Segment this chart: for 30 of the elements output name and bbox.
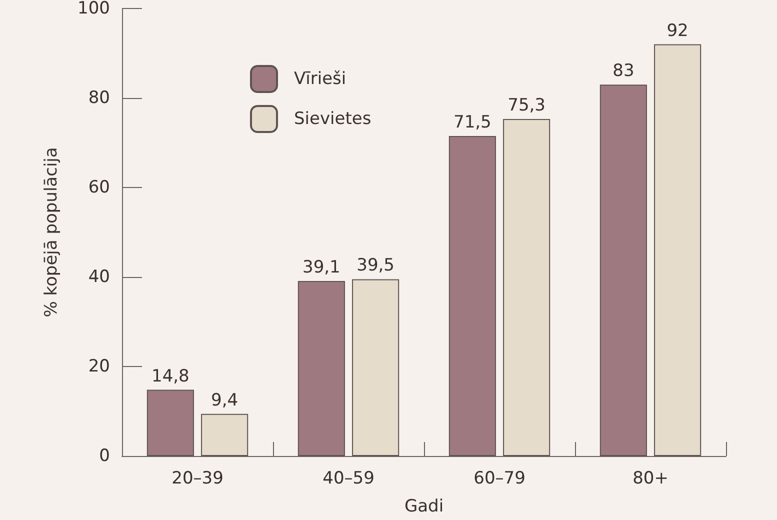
x-tick-label: 40–59 <box>322 468 374 488</box>
x-tick-label: 20–39 <box>172 468 224 488</box>
bar <box>298 281 345 456</box>
y-tick-label: 80 <box>88 88 110 108</box>
legend-label: Sievietes <box>294 109 372 129</box>
bar <box>503 119 550 456</box>
bar <box>201 414 248 456</box>
legend-label: Vīrieši <box>294 69 346 89</box>
y-tick-label: 40 <box>88 267 110 287</box>
y-tick-label: 0 <box>99 446 110 466</box>
data-label: 14,8 <box>152 366 190 386</box>
data-label: 39,1 <box>302 258 340 278</box>
bar <box>654 44 702 456</box>
y-tick-label: 60 <box>88 178 110 198</box>
y-axis-title: % kopējā populācija <box>42 147 62 318</box>
y-tick-label: 100 <box>78 0 110 18</box>
bar <box>146 390 194 456</box>
data-label: 75,3 <box>508 96 546 116</box>
x-axis-title: Gadi <box>404 496 444 516</box>
bar <box>600 84 647 456</box>
bar <box>352 279 400 456</box>
data-label: 92 <box>666 20 688 41</box>
bar <box>448 136 496 456</box>
x-tick-label: 60–79 <box>474 468 526 488</box>
data-label: 9,4 <box>211 390 238 410</box>
data-label: 83 <box>612 61 634 82</box>
y-tick-label: 20 <box>88 356 110 376</box>
data-label: 71,5 <box>454 112 492 133</box>
x-tick-label: 80+ <box>632 468 668 488</box>
data-label: 39,5 <box>356 256 394 276</box>
